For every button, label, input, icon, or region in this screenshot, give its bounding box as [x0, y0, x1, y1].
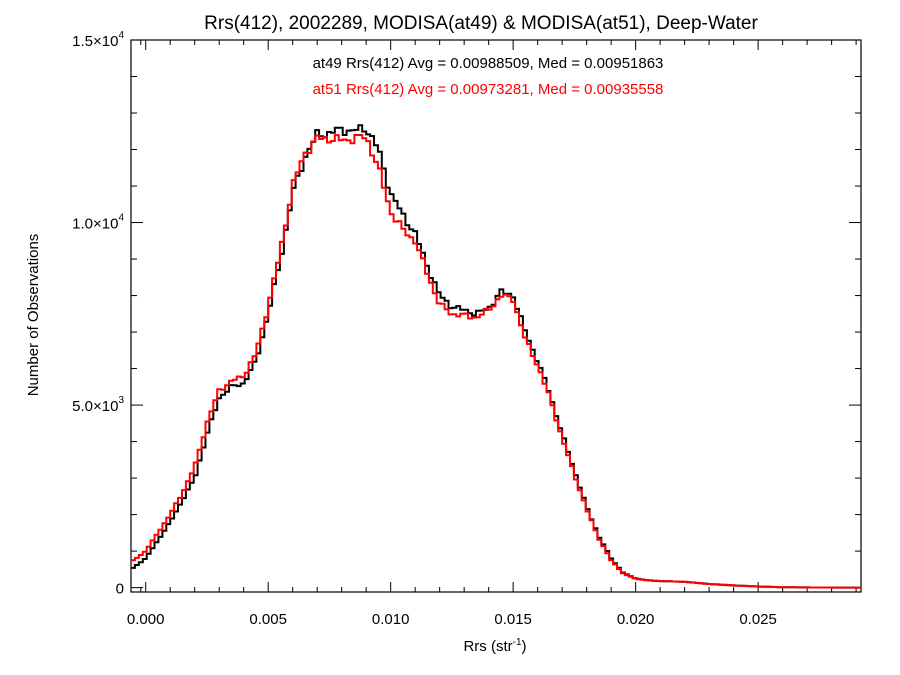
y-tick-label: 0 — [116, 581, 124, 598]
y-axis-label: Number of Observations — [25, 234, 42, 397]
y-tick-label: 1.0×104​ — [72, 213, 124, 233]
annotation-at49: at49 Rrs(412) Avg = 0.00988509, Med = 0.… — [313, 55, 664, 72]
y-tick-label: 1.5×104​ — [72, 30, 124, 50]
x-tick-labels: 0.000 0.005 0.010 0.015 0.020 0.025 — [127, 611, 777, 628]
x-axis-label-main: Rrs (str — [463, 638, 512, 655]
x-tick-label: 0.020 — [617, 611, 655, 628]
series-line-at49 — [131, 124, 861, 589]
series-layer — [131, 124, 861, 589]
chart-title: Rrs(412), 2002289, MODISA(at49) & MODISA… — [204, 13, 758, 34]
x-tick-label: 0.010 — [372, 611, 410, 628]
x-tick-label: 0.000 — [127, 611, 165, 628]
series-line-at51 — [131, 134, 861, 589]
plot-frame — [130, 39, 862, 593]
x-axis-label-end: ) — [522, 638, 527, 655]
x-tick-label: 0.025 — [739, 611, 777, 628]
y-tick-label: 5.0×103​ — [72, 395, 124, 415]
y-tick-labels: 0 5.0×103​ 1.0×104​ 1.5×104​ — [72, 30, 124, 598]
axis-ticks — [131, 39, 861, 592]
annotation-at51: at51 Rrs(412) Avg = 0.00973281, Med = 0.… — [313, 81, 664, 98]
x-axis-label-sup: -1 — [513, 637, 522, 648]
x-axis-label: Rrs (str-1) — [463, 637, 526, 655]
x-tick-label: 0.005 — [249, 611, 287, 628]
x-tick-label: 0.015 — [494, 611, 532, 628]
